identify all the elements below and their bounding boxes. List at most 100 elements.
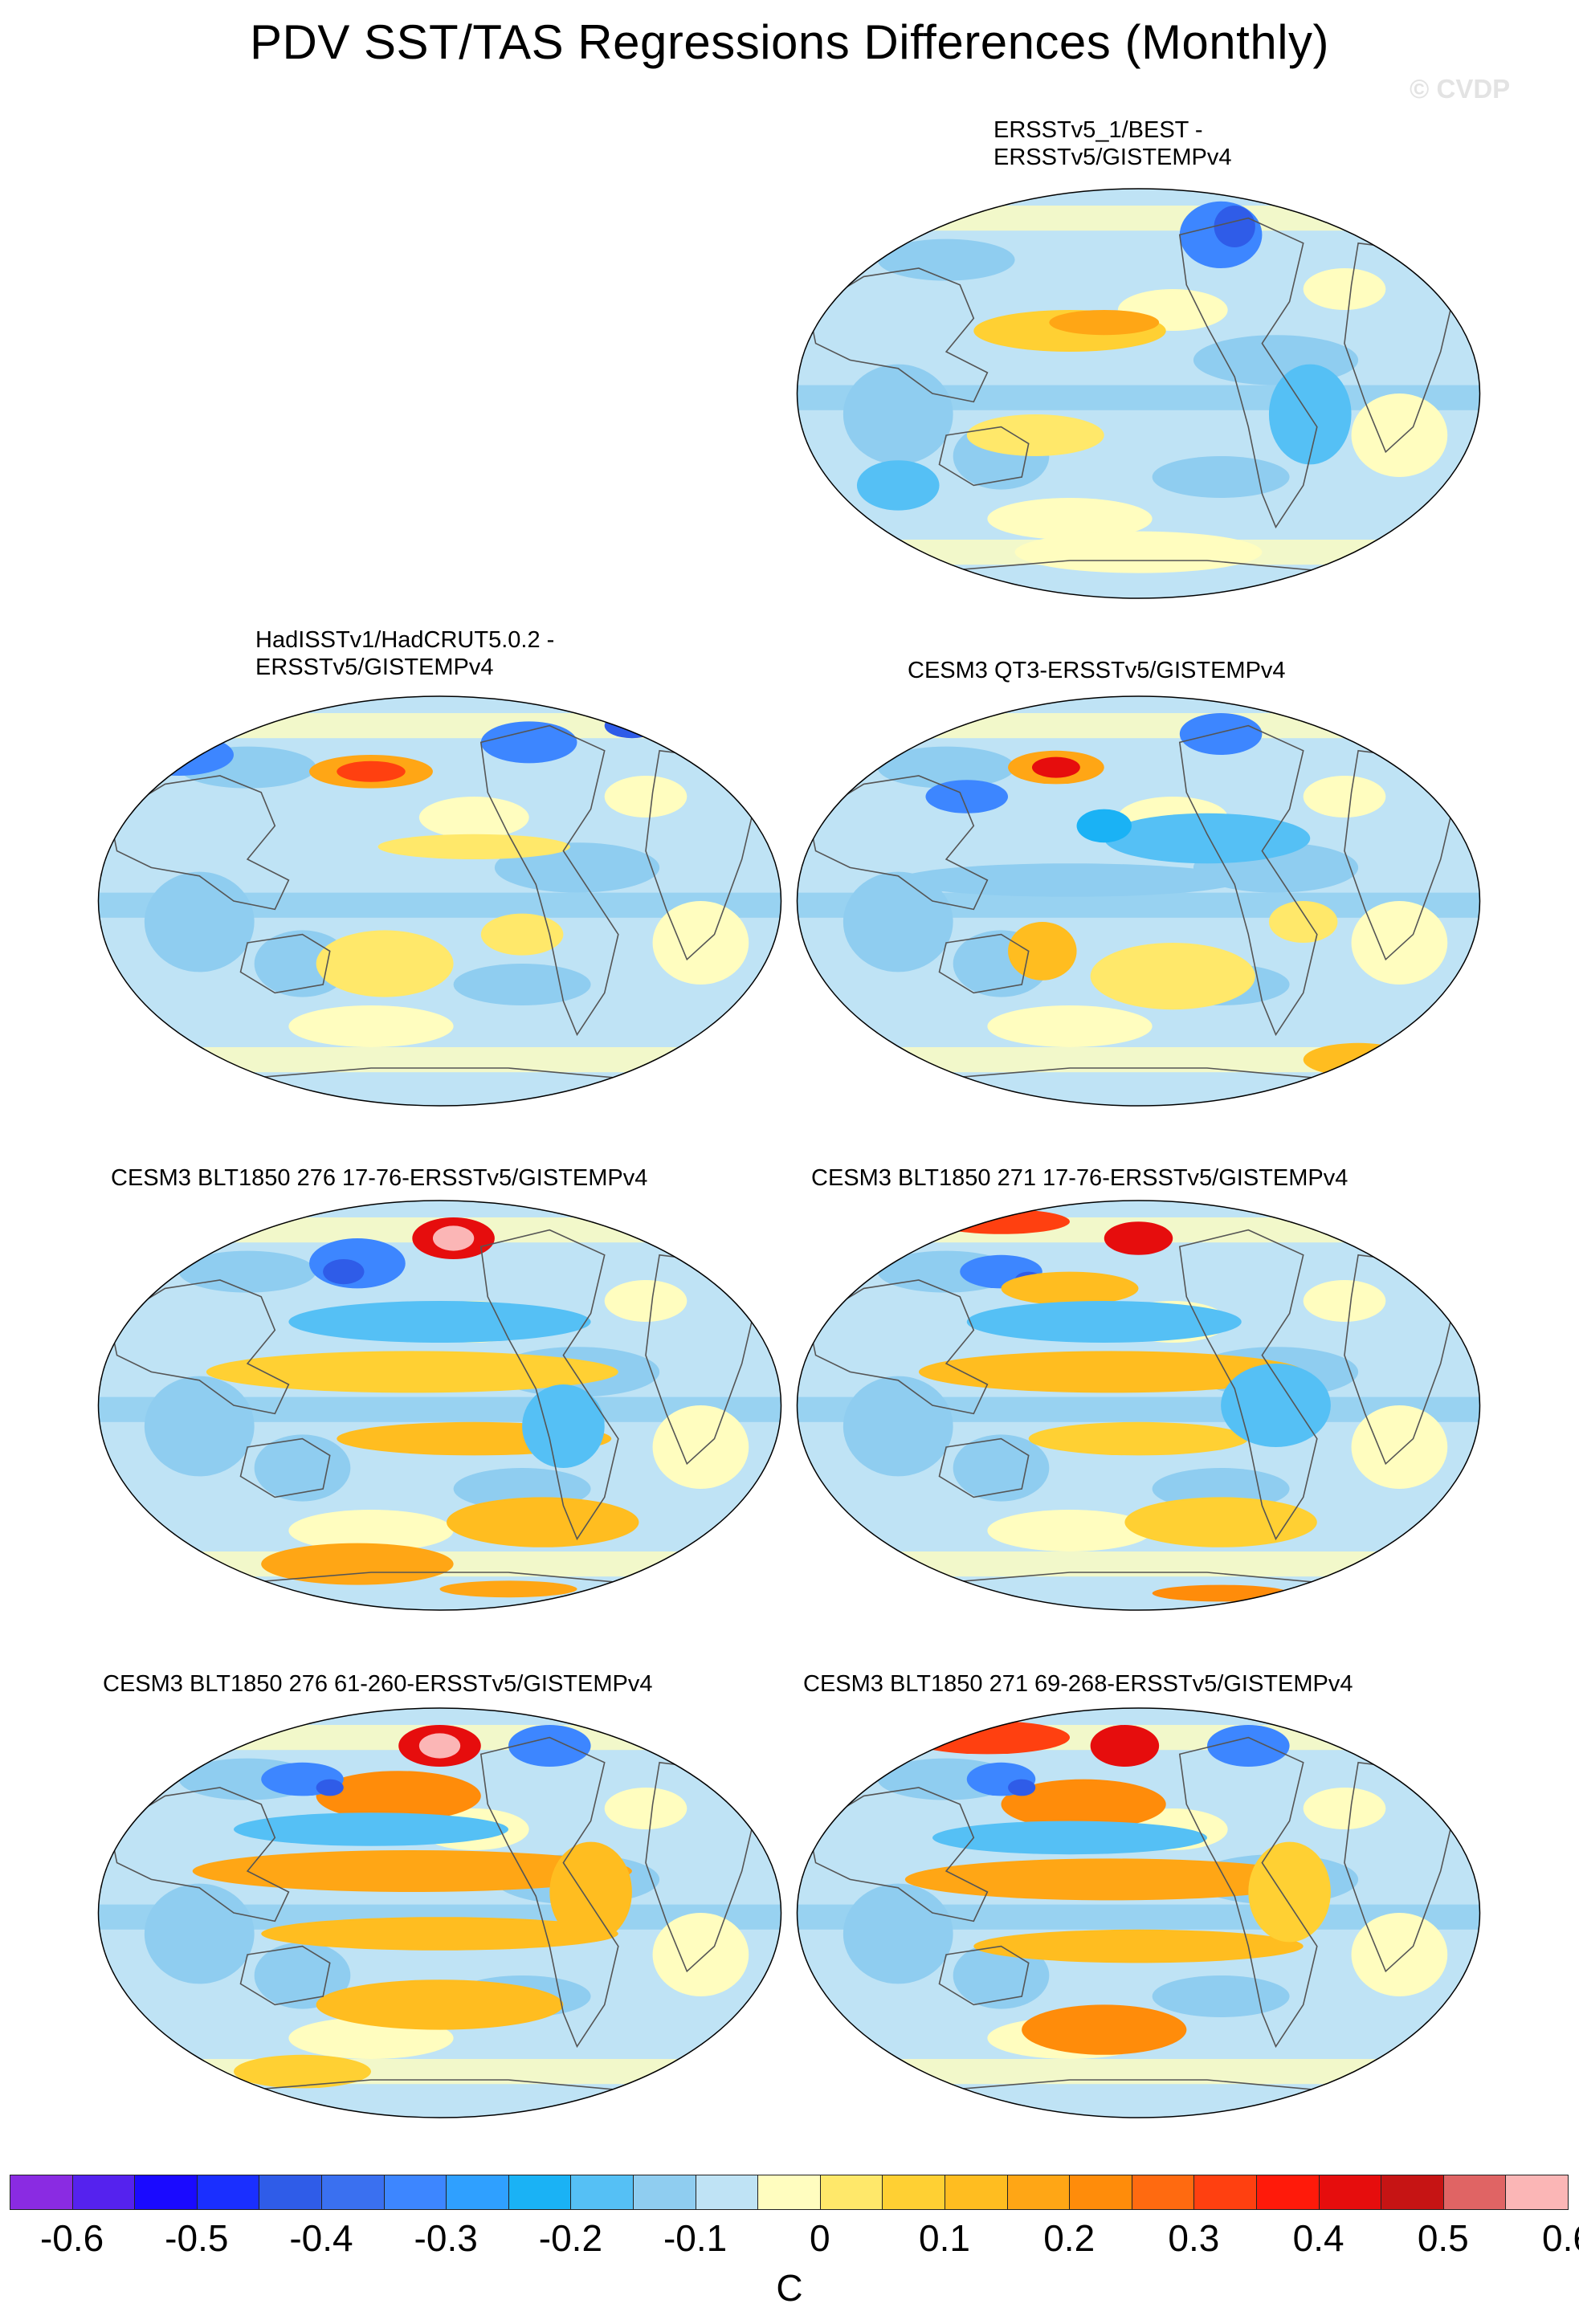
map-anomaly-blob (856, 460, 940, 511)
figure-title: PDV SST/TAS Regressions Differences (Mon… (249, 15, 1330, 69)
map-anomaly-blob (288, 1301, 591, 1343)
map-anomaly-blob (178, 1250, 316, 1293)
map-anomaly-blob (1104, 1221, 1173, 1255)
map-anomaly-blob (904, 1858, 1317, 1901)
map-anomaly-blob (316, 930, 454, 997)
map-anomaly-blob (234, 2054, 371, 2089)
map-anomaly-blob (898, 863, 1242, 897)
colorbar-swatch (383, 2175, 447, 2210)
map-anomaly-blob (254, 1434, 351, 1502)
colorbar-tick-label: 0.6 (1542, 2217, 1579, 2259)
panel-title-line: CESM3 BLT1850 276 61-260-ERSSTv5/GISTEMP… (103, 1671, 653, 1697)
colorbar-tick-label: 0.5 (1417, 2217, 1469, 2259)
map-anomaly-blob (1268, 901, 1338, 943)
coastline (918, 1067, 1345, 1082)
map-border (97, 1707, 782, 2118)
colorbar-swatch (1006, 2175, 1071, 2210)
map-anomaly-blob (480, 913, 564, 956)
map-band (797, 206, 1480, 231)
map-anomaly-blob (261, 1917, 618, 1951)
map-anomaly-blob (987, 1005, 1153, 1047)
map-anomaly-blob (1303, 1788, 1386, 1829)
map-anomaly-blob (1303, 1042, 1414, 1077)
map-anomaly-blob (1248, 1841, 1331, 1943)
panel-title-line: CESM3 BLT1850 276 17-76-ERSSTv5/GISTEMPv… (111, 1165, 648, 1191)
map-anomaly-blob (877, 746, 1015, 789)
map-anomaly-blob (1179, 713, 1263, 755)
panel-title-line: CESM3 QT3-ERSSTv5/GISTEMPv4 (908, 658, 1286, 683)
map-anomaly-blob (652, 1913, 749, 1996)
map-plot (796, 695, 1481, 1107)
colorbar-unit: C (776, 2267, 803, 2309)
map-anomaly-blob (1001, 1271, 1139, 1306)
map-anomaly-blob (987, 498, 1153, 540)
map-anomaly-blob (604, 1280, 687, 1322)
colorbar-tick-label: -0.5 (165, 2217, 229, 2259)
colorbar-tick-label: -0.4 (289, 2217, 353, 2259)
colorbar-tick-label: -0.1 (663, 2217, 728, 2259)
colorbar-swatch (570, 2175, 634, 2210)
map-anomaly-blob (1104, 813, 1311, 864)
coastline (479, 724, 619, 1037)
colorbar-tick-label: 0.3 (1168, 2217, 1220, 2259)
map-anomaly-blob (1076, 809, 1132, 843)
colorbar-swatch (695, 2175, 759, 2210)
panel-title: HadISSTv1/HadCRUT5.0.2 - ERSSTv5/GISTEMP… (255, 626, 554, 681)
map-anomaly-blob (192, 1850, 632, 1892)
colorbar-swatch (819, 2175, 883, 2210)
map-plot (97, 1200, 782, 1611)
map-anomaly-blob (316, 1771, 481, 1821)
coastline (918, 560, 1345, 574)
colorbar-swatch (196, 2175, 260, 2210)
coastline (808, 267, 989, 403)
coastline (938, 1437, 1030, 1498)
colorbar-swatch (321, 2175, 385, 2210)
map-plot (796, 1707, 1481, 2118)
colorbar-swatch (134, 2175, 198, 2210)
panel-title-line: HadISSTv1/HadCRUT5.0.2 - (255, 627, 555, 653)
colorbar-tick-label: 0.1 (919, 2217, 970, 2259)
colorbar-swatch (508, 2175, 572, 2210)
map-anomaly-blob (522, 1384, 605, 1468)
coastline (219, 1572, 647, 1586)
map-anomaly-blob (1268, 364, 1352, 465)
map-band (797, 713, 1480, 739)
panel-title-line: ERSSTv5/GISTEMPv4 (994, 145, 1232, 170)
coastline (479, 1229, 619, 1541)
colorbar-swatch (1442, 2175, 1507, 2210)
colorbar-swatch (757, 2175, 821, 2210)
map-border (97, 1200, 782, 1611)
coastline (219, 1067, 647, 1082)
map-anomaly-blob (439, 1580, 577, 1598)
map-anomaly-blob (1001, 1779, 1166, 1829)
map-anomaly-blob (1214, 206, 1255, 247)
colorbar-swatch (1193, 2175, 1257, 2210)
map-plot (97, 695, 782, 1107)
map-anomaly-blob (604, 713, 660, 739)
map-anomaly-blob (843, 1376, 953, 1477)
map-anomaly-blob (953, 1942, 1050, 2009)
map-anomaly-blob (316, 1779, 344, 1796)
panel-title-line: CESM3 BLT1850 271 17-76-ERSSTv5/GISTEMPv… (811, 1165, 1348, 1191)
map-anomaly-blob (966, 1301, 1242, 1343)
map-anomaly-blob (418, 797, 529, 838)
panel-title: CESM3 BLT1850 271 17-76-ERSSTv5/GISTEMPv… (811, 1164, 1348, 1192)
colorbar-swatch (945, 2175, 1008, 2210)
colorbar-swatch (633, 2175, 696, 2210)
map-anomaly-blob (1351, 1405, 1448, 1489)
colorbar-tick-label: -0.3 (414, 2217, 478, 2259)
map-anomaly-blob (1028, 1421, 1249, 1456)
coastline (918, 2079, 1345, 2094)
map-anomaly-blob (261, 1543, 454, 1585)
map-border (97, 695, 782, 1107)
panel-title-line: ERSSTv5/GISTEMPv4 (255, 654, 494, 680)
map-anomaly-blob (144, 1883, 255, 1984)
map-anomaly-blob (1351, 393, 1448, 477)
map-anomaly-blob (1022, 2004, 1187, 2055)
map-anomaly-blob (288, 1510, 454, 1551)
coastline (808, 775, 989, 911)
map-anomaly-blob (508, 1725, 591, 1767)
map-anomaly-blob (377, 834, 570, 859)
map-anomaly-blob (1008, 1779, 1036, 1796)
colorbar-swatch (1505, 2175, 1569, 2210)
